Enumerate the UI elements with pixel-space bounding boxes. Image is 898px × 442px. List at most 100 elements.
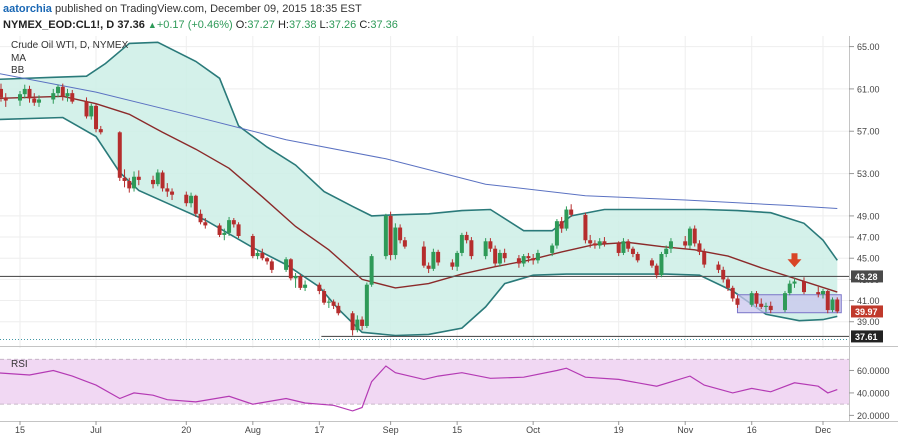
- candle-body: [331, 301, 336, 306]
- time-tick-label: 19: [614, 425, 624, 435]
- candle-body: [635, 253, 640, 261]
- candle-body: [350, 313, 355, 331]
- price-tick-label: 49.00: [857, 211, 880, 221]
- candle-body: [117, 132, 122, 178]
- candle-body: [436, 251, 441, 263]
- candle-body: [531, 258, 536, 261]
- candle-body: [597, 241, 602, 246]
- time-tick-label: 16: [747, 425, 757, 435]
- resistance-price-label-bg: [851, 270, 883, 283]
- support-price-label: 37.61: [855, 332, 878, 342]
- candle-body: [497, 252, 502, 264]
- bollinger-lower-line: [0, 116, 838, 337]
- close-value: 37.36: [370, 19, 398, 31]
- candle-body: [336, 305, 341, 314]
- resistance-price-label: 43.28: [855, 272, 878, 282]
- candle-body: [768, 305, 773, 311]
- price-tick-label: 45.00: [857, 254, 880, 264]
- candle-body: [222, 232, 227, 235]
- candle-body: [227, 220, 232, 233]
- low-label: L:: [319, 19, 329, 31]
- candle-body: [402, 240, 407, 247]
- candle-body: [493, 248, 498, 264]
- price-labels: 43.28 39.97 37.61: [851, 270, 883, 343]
- candle-body: [664, 248, 669, 254]
- high-value: 37.38: [288, 19, 317, 31]
- candle-body: [550, 245, 555, 253]
- candle-body: [816, 292, 821, 295]
- candle-body: [393, 227, 398, 256]
- price-tick-label: 65.00: [857, 42, 880, 52]
- candle-body: [317, 284, 322, 292]
- price-axis[interactable]: 65.0061.0057.0053.0049.0047.0045.0043.00…: [849, 42, 880, 327]
- candle-body: [621, 241, 626, 253]
- candle-body: [469, 240, 474, 257]
- candle-body: [65, 93, 70, 97]
- candle-body: [464, 234, 469, 241]
- candle-body: [459, 234, 464, 253]
- candle-body: [569, 209, 574, 215]
- candle-body: [132, 176, 137, 189]
- candle-body: [697, 243, 702, 252]
- author-link[interactable]: aatorchia: [3, 3, 52, 15]
- candle-body: [18, 94, 22, 101]
- candle-body: [702, 251, 707, 265]
- candle-body: [692, 228, 697, 244]
- time-tick-label: 17: [314, 425, 324, 435]
- candle-body: [431, 251, 436, 269]
- time-tick-label: Sep: [383, 425, 399, 435]
- time-tick-label: Aug: [245, 425, 261, 435]
- symbol-line: NYMEX_EOD:CL1!, D 37.36 ▲+0.17 (+0.46%) …: [3, 19, 398, 31]
- candle-body: [265, 258, 270, 262]
- candle-body: [730, 287, 735, 299]
- candle-body: [602, 241, 607, 244]
- time-tick-label: 20: [181, 425, 191, 435]
- candle-body: [260, 252, 265, 259]
- candle-body: [626, 241, 631, 249]
- candle-body: [27, 88, 32, 99]
- legend-bb[interactable]: BB: [11, 65, 25, 76]
- candle-body: [151, 179, 156, 185]
- candle-body: [122, 177, 127, 181]
- candle-body: [564, 209, 569, 229]
- candle-body: [592, 243, 597, 246]
- legend-ma[interactable]: MA: [11, 53, 26, 64]
- candle-body: [198, 213, 203, 223]
- arrow-down-icon[interactable]: [787, 253, 802, 268]
- moving-average-line: [0, 73, 838, 209]
- time-axis[interactable]: 15 Jul 20 Aug 17 Sep 15 Oct 19 Nov 16 Dec: [15, 421, 832, 435]
- rsi-pane: [0, 348, 849, 421]
- candle-body: [721, 269, 726, 280]
- price-tick-label: 39.00: [857, 317, 880, 327]
- candle-body: [825, 291, 830, 311]
- price-tick-label: 53.00: [857, 169, 880, 179]
- candle-body: [32, 98, 37, 103]
- candle-body: [535, 252, 540, 261]
- candle-body: [687, 228, 692, 246]
- horizontal-lines[interactable]: [0, 275, 849, 340]
- candle-body: [3, 97, 8, 101]
- candle-body: [155, 172, 160, 185]
- candle-body: [94, 105, 99, 130]
- candle-body: [193, 195, 198, 214]
- candle-body: [70, 93, 75, 102]
- time-tick-label: Dec: [815, 425, 832, 435]
- candle-body: [360, 319, 365, 326]
- candle-body: [364, 284, 369, 326]
- candle-body: [835, 299, 840, 312]
- candle-body: [136, 176, 141, 180]
- candle-body: [250, 236, 255, 257]
- candle-body: [450, 262, 455, 267]
- time-tick-label: Nov: [677, 425, 694, 435]
- candle-body: [298, 276, 303, 288]
- rsi-axis[interactable]: 60.0000 40.0000 20.0000: [849, 366, 890, 421]
- close-label: C:: [359, 19, 371, 31]
- candle-body: [754, 293, 759, 304]
- candle-body: [398, 227, 403, 241]
- candle-body: [630, 248, 635, 254]
- candle-body: [326, 301, 331, 303]
- candle-body: [51, 93, 56, 100]
- candle-body: [60, 86, 65, 97]
